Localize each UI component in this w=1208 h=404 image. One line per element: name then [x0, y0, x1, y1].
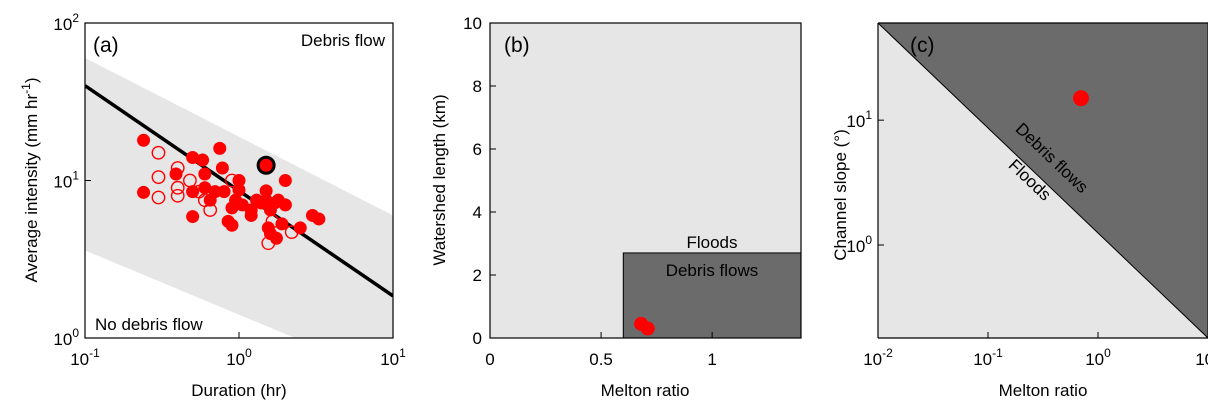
- data-point-filled: [293, 221, 307, 235]
- x-tick-label-b: 0: [485, 350, 494, 369]
- data-point-filled: [225, 218, 239, 232]
- debris-flows-region-b: [622, 252, 802, 339]
- data-point-open: [225, 173, 239, 188]
- plot-frame-b: [489, 22, 802, 339]
- data-point-open: [151, 190, 166, 205]
- y-tick-label-a: 101: [53, 169, 79, 192]
- points-layer-a: [137, 133, 326, 251]
- data-point-filled: [312, 212, 326, 226]
- y-axis-label-b: Watershed length (km): [430, 94, 449, 265]
- x-tick-label-a: 10-1: [70, 346, 100, 369]
- data-point-filled: [198, 167, 212, 181]
- data-point-open: [284, 225, 299, 240]
- data-point-open: [170, 180, 185, 195]
- y-tick-label-c: 100: [846, 233, 872, 256]
- y-tick-label-a: 100: [53, 326, 79, 349]
- y-tick-label-b: 6: [473, 140, 482, 159]
- data-point-highlighted: [256, 155, 276, 175]
- y-tick-label-a: 102: [53, 11, 79, 34]
- y-tick-label-b: 8: [473, 77, 482, 96]
- region-label-floods-b: Floods: [686, 233, 737, 252]
- points-layer-c: [1072, 90, 1089, 107]
- data-point-filled: [198, 181, 212, 195]
- y-tick-label-b: 4: [473, 203, 482, 222]
- panel-label-a: (a): [93, 34, 119, 57]
- region-label-debris-flows-b: Debris flows: [666, 261, 759, 280]
- data-point-open: [261, 236, 276, 251]
- data-point-filled: [208, 185, 222, 199]
- x-tick-label-c: 10-2: [863, 346, 893, 369]
- x-tick-label-c: 10-1: [973, 346, 1003, 369]
- data-point: [1072, 90, 1089, 107]
- x-tick-label-b: 0.5: [589, 350, 613, 369]
- annotation-no-debris-flow: No debris flow: [95, 315, 203, 334]
- data-point-open: [151, 145, 166, 160]
- x-tick-label-c: 101: [1195, 346, 1208, 369]
- panel-label-c: (c): [910, 34, 935, 57]
- y-tick-label-c: 101: [846, 108, 872, 131]
- x-axis-label-c: Melton ratio: [999, 381, 1088, 400]
- ticks-c: 10-2 10-1 100 101 100 101: [846, 108, 1208, 369]
- debris-flows-region-c: [878, 23, 1208, 338]
- data-point-filled: [215, 161, 229, 175]
- data-point-open: [183, 173, 197, 188]
- data-point-filled: [213, 141, 227, 155]
- data-point-filled: [278, 174, 292, 187]
- x-tick-label-b: 1: [707, 350, 716, 369]
- data-point-filled: [186, 210, 200, 224]
- y-tick-label-b: 0: [473, 329, 482, 348]
- data-point-filled: [186, 150, 200, 164]
- panel-label-b: (b): [504, 34, 530, 57]
- y-axis-label-c: Channel slope (°): [831, 129, 850, 261]
- x-tick-label-a: 100: [226, 346, 252, 369]
- points-layer-b: [634, 316, 655, 336]
- data-point-open: [151, 170, 166, 185]
- data-point-filled: [137, 185, 151, 199]
- x-tick-label-a: 101: [380, 346, 406, 369]
- data-point-filled: [259, 184, 273, 198]
- data-point-filled: [196, 153, 210, 167]
- y-tick-label-b: 2: [473, 266, 482, 285]
- data-point-filled: [278, 198, 292, 212]
- x-axis-label-a: Duration (hr): [191, 381, 286, 400]
- y-axis-label-a: Average intensity (mm hr-1): [19, 78, 41, 283]
- data-point-open: [170, 188, 185, 203]
- annotation-debris-flow: Debris flow: [301, 31, 386, 50]
- data-point-filled: [244, 208, 258, 222]
- data-point-filled: [232, 174, 246, 187]
- data-point-filled: [217, 185, 231, 199]
- data-point-open: [170, 161, 185, 175]
- x-tick-label-c: 100: [1085, 346, 1111, 369]
- data-point-filled: [269, 231, 283, 245]
- data-point-filled: [137, 133, 151, 147]
- x-axis-label-b: Melton ratio: [601, 381, 690, 400]
- data-point-filled: [232, 183, 246, 197]
- y-tick-label-b: 10: [463, 14, 482, 33]
- data-point: [640, 321, 655, 336]
- data-point-open: [203, 203, 218, 217]
- data-point-open: [265, 214, 280, 229]
